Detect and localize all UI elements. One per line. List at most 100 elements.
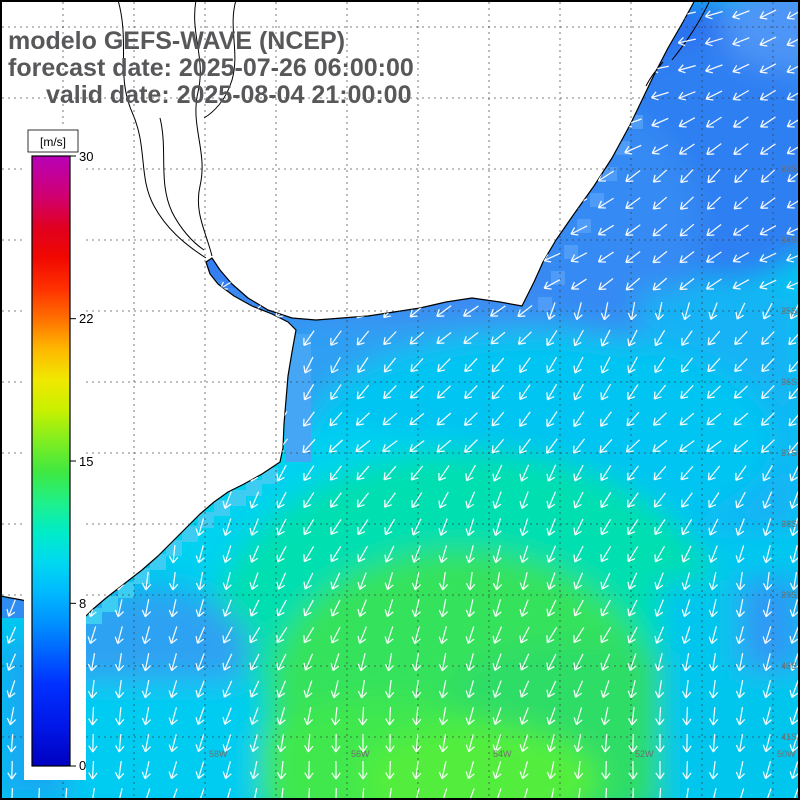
wind-arrow	[627, 356, 638, 374]
wind-arrow	[732, 89, 750, 101]
wind-arrow	[732, 63, 750, 74]
wind-arrow	[141, 599, 152, 618]
wind-arrow	[570, 225, 588, 236]
wind-arrow	[653, 384, 667, 400]
wind-arrow	[786, 253, 800, 263]
wind-arrow	[760, 412, 775, 426]
river-line	[671, 0, 711, 61]
wind-arrow	[358, 733, 368, 753]
wind-arrow	[679, 250, 695, 264]
wind-arrow	[786, 36, 800, 47]
wind-arrow	[382, 440, 398, 452]
wind-arrow	[330, 384, 342, 401]
wind-arrow	[356, 384, 370, 400]
longitude-label: 50W	[777, 749, 796, 759]
wind-arrow	[760, 439, 775, 453]
wind-arrow	[652, 439, 668, 453]
wind-arrow	[680, 385, 694, 400]
wind-arrow	[222, 572, 232, 591]
wind-arrow	[624, 144, 642, 155]
wind-arrow	[195, 653, 205, 671]
wind-arrow	[600, 411, 612, 427]
wind-arrow	[438, 653, 449, 672]
wind-arrow	[655, 760, 665, 780]
wind-arrow	[438, 518, 448, 536]
wind-arrow	[733, 116, 749, 128]
wind-arrow	[492, 626, 503, 644]
wind-arrow	[651, 144, 669, 155]
wind-arrow	[708, 626, 718, 645]
wind-arrow	[519, 411, 531, 427]
wind-arrow	[249, 572, 259, 590]
wind-arrow	[654, 599, 664, 617]
wind-arrow	[650, 91, 669, 101]
wind-arrow	[628, 760, 638, 780]
wind-arrow	[384, 518, 396, 536]
wind-arrow	[438, 626, 448, 645]
wind-arrow	[681, 679, 692, 699]
wind-arrow	[195, 761, 205, 780]
wind-arrow	[601, 787, 611, 800]
wind-arrow	[679, 412, 695, 426]
wind-arrow	[705, 64, 723, 74]
wind-arrow	[303, 383, 315, 401]
wind-arrow	[438, 761, 448, 780]
wind-arrow	[789, 626, 799, 644]
wind-arrow	[761, 331, 775, 346]
wind-arrow	[438, 707, 449, 726]
wind-arrow	[627, 572, 638, 590]
wind-arrow	[762, 653, 772, 672]
latitude-label: 36S	[781, 377, 797, 387]
wind-arrow	[625, 170, 641, 183]
wind-arrow	[302, 438, 316, 454]
wind-arrow	[732, 37, 750, 47]
wind-arrow	[409, 440, 425, 453]
wind-arrow	[492, 761, 502, 780]
wind-arrow	[195, 680, 205, 698]
wind-arrow	[276, 627, 288, 644]
latitude-label: 37S	[781, 448, 797, 458]
wind-arrow	[652, 412, 667, 426]
wind-arrow	[708, 302, 718, 320]
wind-arrow	[519, 761, 529, 780]
wind-arrow	[678, 143, 695, 155]
wind-arrow	[114, 653, 125, 672]
wind-arrow	[519, 572, 529, 591]
wind-arrow	[707, 168, 721, 184]
wind-arrow	[411, 518, 422, 536]
wind-arrow	[679, 196, 694, 210]
wind-arrow	[733, 439, 749, 453]
wind-arrow	[546, 383, 558, 401]
wind-arrow	[195, 626, 206, 644]
wind-arrow	[705, 278, 722, 290]
wind-arrow	[734, 331, 748, 346]
wind-arrow	[600, 599, 611, 617]
wind-arrow	[222, 761, 232, 780]
wind-arrow	[491, 438, 505, 454]
wind-arrow	[411, 492, 423, 509]
wind-arrow	[760, 197, 776, 209]
wind-arrow	[573, 356, 584, 374]
wind-arrow	[492, 707, 502, 726]
wind-arrow	[735, 302, 746, 320]
wind-arrow	[628, 733, 638, 753]
wind-arrow	[411, 679, 422, 699]
wind-arrow	[732, 224, 749, 236]
wind-arrow	[625, 251, 641, 264]
wind-arrow	[759, 116, 776, 128]
wind-arrow	[330, 626, 341, 644]
wind-arrow	[330, 546, 342, 563]
wind-arrow	[762, 571, 773, 591]
wind-arrow	[573, 599, 584, 617]
latitude-label: 40S	[781, 661, 797, 671]
wind-arrow	[303, 330, 315, 346]
colorbar-units-label: [m/s]	[40, 135, 66, 149]
wind-arrow	[573, 787, 584, 800]
wind-arrow	[762, 518, 772, 537]
wind-arrow	[546, 572, 556, 591]
wind-arrow	[303, 356, 314, 374]
wind-arrow	[492, 734, 502, 753]
wind-arrow	[492, 680, 502, 698]
wind-arrow	[6, 626, 17, 644]
